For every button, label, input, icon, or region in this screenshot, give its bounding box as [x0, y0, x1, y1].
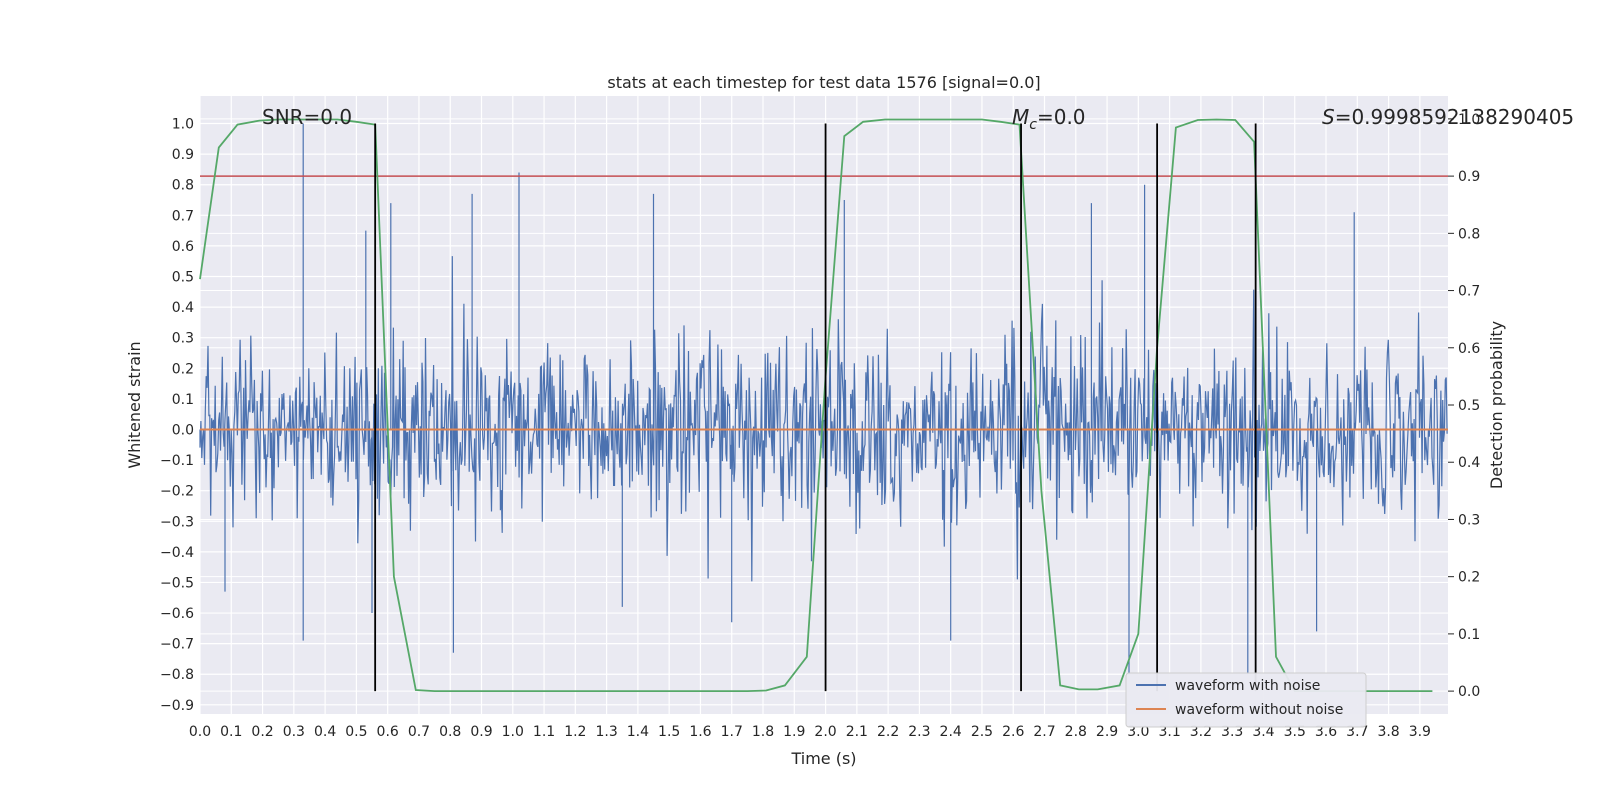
x-tick-label: 0.5: [345, 724, 367, 740]
y-tick-label: 0.7: [172, 208, 194, 224]
x-tick-label: 3.0: [1127, 724, 1149, 740]
x-tick-label: 0.2: [251, 724, 273, 740]
y-tick-label: 0.8: [172, 178, 194, 194]
y-tick-label: −0.9: [160, 698, 194, 714]
y-tick-label: 0.9: [172, 147, 194, 163]
legend: waveform with noise waveform without noi…: [1125, 672, 1367, 728]
right-tick-label: 0.8: [1458, 226, 1480, 242]
right-tick-label: 0.5: [1458, 398, 1480, 414]
right-tick-label: 0.7: [1458, 284, 1480, 300]
x-tick-label: 1.9: [783, 724, 805, 740]
x-axis-ticks: 0.0 0.1 0.2 0.3 0.4 0.5 0.6 0.7 0.8 0.9 1.0 1.1 1.2 1…: [189, 724, 1431, 740]
x-tick-label: 0.7: [408, 724, 430, 740]
y-tick-label: −0.3: [160, 514, 194, 530]
y-tick-label: −0.2: [160, 484, 194, 500]
y-tick-label: 0.3: [172, 331, 194, 347]
x-tick-label: 1.4: [627, 724, 649, 740]
x-tick-label: 2.7: [1033, 724, 1055, 740]
score-symbol: S: [1322, 105, 1335, 129]
right-tick-label: 0.0: [1458, 684, 1480, 700]
x-tick-label: 0.1: [220, 724, 242, 740]
x-tick-label: 1.7: [721, 724, 743, 740]
x-tick-label: 2.5: [971, 724, 993, 740]
y-tick-label: 0.1: [172, 392, 194, 408]
x-tick-label: 3.3: [1221, 724, 1243, 740]
x-tick-label: 2.6: [1002, 724, 1024, 740]
x-tick-label: 0.9: [470, 724, 492, 740]
x-tick-label: 3.8: [1377, 724, 1399, 740]
x-tick-label: 1.2: [564, 724, 586, 740]
y-tick-label: −0.4: [160, 545, 194, 561]
x-tick-label: 0.4: [314, 724, 336, 740]
x-tick-label: 3.6: [1315, 724, 1337, 740]
right-tick-label: 0.1: [1458, 627, 1480, 643]
x-tick-label: 3.9: [1409, 724, 1431, 740]
x-tick-label: 2.9: [1096, 724, 1118, 740]
chirp-mass-value: =0.0: [1037, 105, 1086, 129]
y-tick-label: 0.0: [172, 422, 194, 438]
y-tick-label: 1.0: [172, 117, 194, 133]
y-tick-label: −0.5: [160, 575, 194, 591]
chirp-mass-subscript: c: [1029, 117, 1037, 133]
chirp-mass-symbol: M: [1012, 105, 1029, 129]
x-tick-label: 3.5: [1284, 724, 1306, 740]
x-tick-label: 1.5: [658, 724, 680, 740]
y-tick-label: −0.7: [160, 637, 194, 653]
snr-annotation: SNR=0.0: [262, 105, 352, 129]
grid: [199, 96, 1448, 714]
x-tick-label: 2.3: [908, 724, 930, 740]
chirp-mass-annotation: Mc=0.0: [1012, 105, 1086, 133]
right-tick-label: 0.2: [1458, 570, 1480, 586]
x-tick-label: 1.1: [533, 724, 555, 740]
y-axis-ticks: 1.0 0.9 0.8 0.7 0.6 0.5 0.4 0.3 0.2 0.1 0.0 −0.1 −0.…: [160, 117, 194, 714]
right-tick-label: 1.0: [1458, 112, 1480, 128]
legend-label-clean: waveform without noise: [1175, 702, 1343, 718]
x-tick-label: 0.6: [377, 724, 399, 740]
right-axis-ticks: 1.0 0.9 0.8 0.7 0.6 0.5 0.4 0.3 0.2 0.1 0.0: [1448, 112, 1480, 700]
right-axis-label: Detection probability: [1487, 321, 1506, 489]
x-tick-label: 0.8: [439, 724, 461, 740]
x-tick-label: 2.0: [814, 724, 836, 740]
y-tick-label: 0.4: [172, 300, 194, 316]
x-tick-label: 2.1: [846, 724, 868, 740]
y-tick-label: −0.1: [160, 453, 194, 469]
right-tick-label: 0.3: [1458, 512, 1480, 528]
x-tick-label: 3.1: [1158, 724, 1180, 740]
right-tick-label: 0.6: [1458, 341, 1480, 357]
waveform-with-noise: [199, 123, 1448, 675]
score-value: =0.9998592138290405: [1335, 105, 1574, 129]
y-tick-label: −0.8: [160, 667, 194, 683]
y-tick-label: 0.6: [172, 239, 194, 255]
marker-lines: [374, 123, 1257, 692]
x-tick-label: 1.8: [752, 724, 774, 740]
y-tick-label: 0.5: [172, 270, 194, 286]
x-tick-label: 0.0: [189, 724, 211, 740]
right-tick-label: 0.4: [1458, 455, 1480, 471]
y-tick-label: 0.2: [172, 361, 194, 377]
legend-box: [1125, 672, 1367, 728]
legend-label-noise: waveform with noise: [1175, 678, 1320, 694]
x-tick-label: 0.3: [283, 724, 305, 740]
noise-trace: [199, 123, 1448, 675]
x-tick-label: 3.4: [1252, 724, 1274, 740]
x-tick-label: 2.4: [940, 724, 962, 740]
chart-title: stats at each timestep for test data 157…: [607, 73, 1040, 92]
x-axis-label: Time (s): [790, 749, 856, 768]
right-tick-label: 0.9: [1458, 169, 1480, 185]
score-annotation: S=0.9998592138290405: [1322, 105, 1574, 129]
x-tick-label: 2.8: [1065, 724, 1087, 740]
x-tick-label: 1.0: [502, 724, 524, 740]
x-tick-label: 3.7: [1346, 724, 1368, 740]
detection-probability-line: [199, 118, 1433, 692]
x-tick-label: 2.2: [877, 724, 899, 740]
x-tick-label: 1.3: [595, 724, 617, 740]
y-axis-label: Whitened strain: [125, 341, 144, 468]
y-tick-label: −0.6: [160, 606, 194, 622]
x-tick-label: 3.2: [1190, 724, 1212, 740]
x-tick-label: 1.6: [689, 724, 711, 740]
